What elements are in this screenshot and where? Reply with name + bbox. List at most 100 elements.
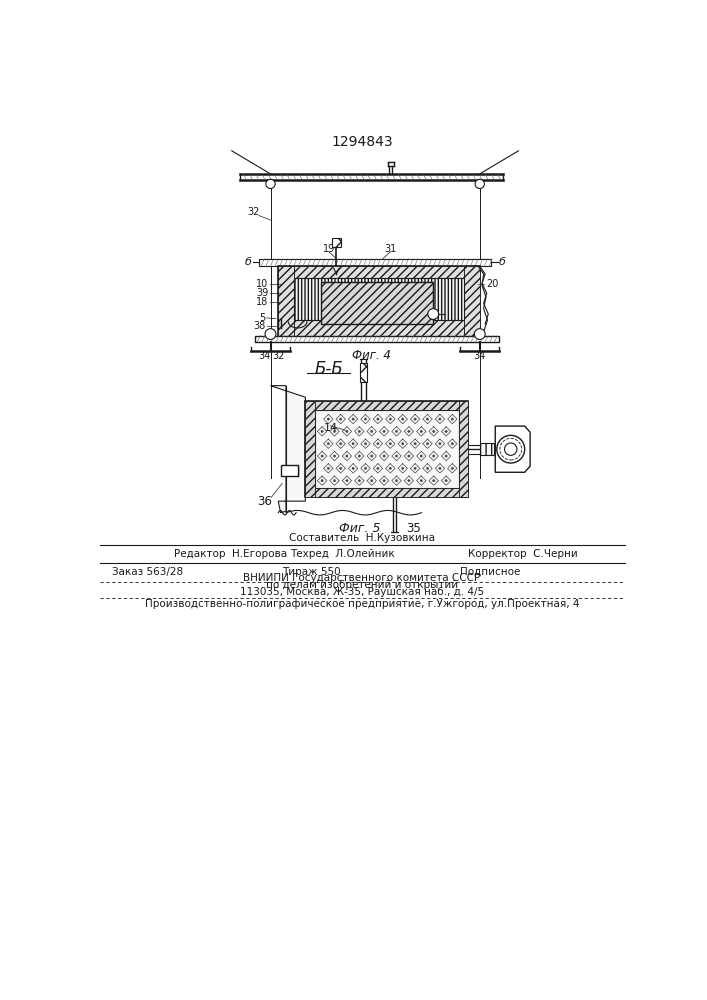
Text: 32: 32 bbox=[247, 207, 259, 217]
Text: б: б bbox=[244, 257, 251, 267]
Circle shape bbox=[445, 430, 448, 433]
Bar bbox=[459, 401, 468, 497]
Text: Производственно-полиграфическое предприятие, г.Ужгород, ул.Проектная, 4: Производственно-полиграфическое предприя… bbox=[145, 599, 579, 609]
Circle shape bbox=[352, 443, 354, 445]
Circle shape bbox=[497, 435, 525, 463]
Bar bbox=[255, 336, 499, 342]
Text: Б-Б: Б-Б bbox=[314, 360, 343, 378]
Text: 31: 31 bbox=[385, 244, 397, 254]
Text: 1294843: 1294843 bbox=[331, 135, 393, 149]
Circle shape bbox=[451, 443, 453, 445]
Bar bbox=[305, 401, 468, 410]
Text: по делам изобретений и открытий: по делам изобретений и открытий bbox=[266, 580, 458, 590]
Circle shape bbox=[358, 430, 361, 433]
Circle shape bbox=[475, 179, 484, 189]
Circle shape bbox=[428, 309, 438, 319]
Circle shape bbox=[426, 443, 428, 445]
Text: Заказ 563/28: Заказ 563/28 bbox=[112, 567, 182, 577]
Text: 14: 14 bbox=[324, 423, 338, 433]
Circle shape bbox=[364, 443, 367, 445]
Circle shape bbox=[327, 418, 329, 420]
Circle shape bbox=[346, 430, 348, 433]
Circle shape bbox=[402, 443, 404, 445]
Circle shape bbox=[346, 455, 348, 457]
Circle shape bbox=[370, 480, 373, 482]
Circle shape bbox=[433, 455, 435, 457]
Circle shape bbox=[383, 480, 385, 482]
Text: Фиг. 4: Фиг. 4 bbox=[352, 349, 391, 362]
Circle shape bbox=[327, 443, 329, 445]
Bar bbox=[293, 278, 464, 320]
Circle shape bbox=[451, 467, 453, 470]
Bar bbox=[305, 488, 468, 497]
Circle shape bbox=[414, 443, 416, 445]
Bar bbox=[464, 266, 480, 336]
Text: 32: 32 bbox=[272, 351, 284, 361]
Circle shape bbox=[377, 418, 379, 420]
Circle shape bbox=[339, 418, 342, 420]
Circle shape bbox=[321, 480, 323, 482]
Bar bbox=[279, 266, 480, 336]
Circle shape bbox=[445, 455, 448, 457]
Circle shape bbox=[358, 480, 361, 482]
Circle shape bbox=[266, 179, 275, 189]
Circle shape bbox=[505, 443, 517, 455]
Circle shape bbox=[389, 418, 392, 420]
Text: 34: 34 bbox=[474, 351, 486, 361]
Text: 36: 36 bbox=[257, 495, 272, 508]
Text: 10: 10 bbox=[256, 279, 268, 289]
Circle shape bbox=[389, 443, 392, 445]
Circle shape bbox=[395, 480, 397, 482]
Circle shape bbox=[408, 455, 410, 457]
Text: Корректор  С.Черни: Корректор С.Черни bbox=[468, 549, 578, 559]
Circle shape bbox=[352, 467, 354, 470]
Bar bbox=[305, 401, 468, 497]
Bar bbox=[315, 410, 459, 488]
Text: Фиг. 5: Фиг. 5 bbox=[339, 522, 380, 535]
Circle shape bbox=[439, 467, 441, 470]
Text: Составитель  Н.Кузовкина: Составитель Н.Кузовкина bbox=[289, 533, 435, 543]
Circle shape bbox=[426, 418, 428, 420]
Circle shape bbox=[474, 329, 485, 339]
Circle shape bbox=[408, 430, 410, 433]
Circle shape bbox=[334, 430, 336, 433]
Bar bbox=[321, 282, 433, 324]
Circle shape bbox=[414, 467, 416, 470]
Text: Тираж 550: Тираж 550 bbox=[282, 567, 341, 577]
Text: 34: 34 bbox=[258, 351, 270, 361]
Text: 5: 5 bbox=[259, 313, 265, 323]
Circle shape bbox=[439, 443, 441, 445]
Circle shape bbox=[433, 430, 435, 433]
Circle shape bbox=[321, 455, 323, 457]
Text: 20: 20 bbox=[486, 279, 498, 289]
Circle shape bbox=[408, 480, 410, 482]
Circle shape bbox=[265, 329, 276, 339]
Circle shape bbox=[346, 480, 348, 482]
Circle shape bbox=[339, 467, 342, 470]
Circle shape bbox=[370, 430, 373, 433]
Circle shape bbox=[358, 455, 361, 457]
Text: Подписное: Подписное bbox=[460, 567, 521, 577]
Bar bbox=[293, 320, 464, 336]
Circle shape bbox=[327, 467, 329, 470]
Text: 113035, Москва, Ж-35, Раушская наб., д. 4/5: 113035, Москва, Ж-35, Раушская наб., д. … bbox=[240, 587, 484, 597]
Text: 18: 18 bbox=[256, 297, 268, 307]
Bar bbox=[281, 465, 298, 476]
Bar bbox=[305, 401, 315, 497]
Text: ВНИИПИ Государственного комитета СССР: ВНИИПИ Государственного комитета СССР bbox=[243, 573, 481, 583]
Circle shape bbox=[339, 443, 342, 445]
Bar bbox=[360, 363, 368, 382]
Circle shape bbox=[364, 467, 367, 470]
Bar bbox=[480, 443, 493, 455]
Circle shape bbox=[383, 430, 385, 433]
Circle shape bbox=[334, 455, 336, 457]
Circle shape bbox=[383, 455, 385, 457]
Circle shape bbox=[420, 480, 423, 482]
Circle shape bbox=[364, 418, 367, 420]
Circle shape bbox=[402, 418, 404, 420]
Circle shape bbox=[439, 418, 441, 420]
Circle shape bbox=[389, 467, 392, 470]
Bar bbox=[279, 266, 293, 336]
Circle shape bbox=[334, 480, 336, 482]
Circle shape bbox=[377, 443, 379, 445]
